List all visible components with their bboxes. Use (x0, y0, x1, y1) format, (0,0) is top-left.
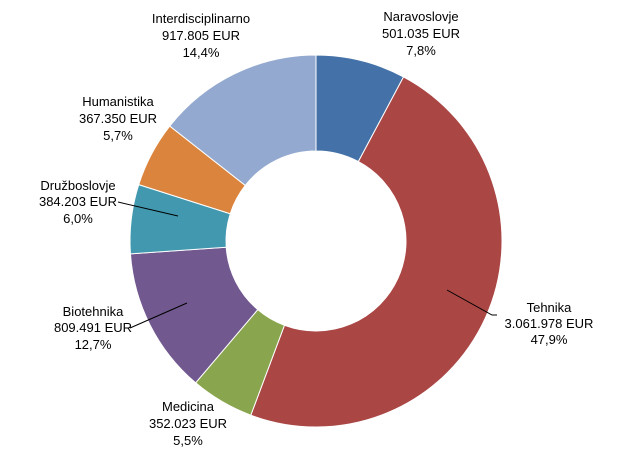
slice-label-druzboslovje: Družboslovje 384.203 EUR 6,0% (39, 178, 117, 226)
label-name: Medicina (162, 399, 215, 414)
donut-slices (129, 54, 503, 428)
slice-label-naravoslovje: Naravoslovje 501.035 EUR 7,8% (382, 9, 460, 58)
label-name: Interdisciplinarno (152, 11, 250, 26)
label-name: Humanistika (82, 94, 154, 109)
label-name: Družboslovje (40, 178, 115, 193)
slice-label-interdisciplinarno: Interdisciplinarno 917.805 EUR 14,4% (152, 11, 250, 60)
leader-line-tehnika (446, 289, 497, 316)
slice-label-biotehnika: Biotehnika 809.491 EUR 12,7% (54, 304, 132, 352)
label-name: Naravoslovje (383, 9, 458, 24)
label-amount: 501.035 EUR (382, 26, 460, 41)
label-percent: 47,9% (531, 332, 568, 347)
label-amount: 352.023 EUR (149, 416, 227, 431)
label-percent: 6,0% (63, 211, 93, 226)
label-amount: 367.350 EUR (79, 111, 157, 126)
slice-interdisciplinarno (169, 54, 317, 187)
slice-label-humanistika: Humanistika 367.350 EUR 5,7% (79, 94, 157, 143)
label-percent: 7,8% (406, 43, 436, 58)
label-percent: 5,5% (173, 433, 203, 448)
label-name: Biotehnika (63, 304, 124, 319)
label-amount: 917.805 EUR (162, 28, 240, 43)
slice-label-tehnika: Tehnika 3.061.978 EUR 47,9% (505, 300, 594, 347)
label-percent: 14,4% (183, 45, 220, 60)
label-name: Tehnika (527, 300, 573, 315)
slice-tehnika (250, 76, 503, 428)
label-percent: 12,7% (75, 337, 112, 352)
label-amount: 809.491 EUR (54, 320, 132, 335)
label-percent: 5,7% (103, 128, 133, 143)
leader-line-biotehnika (129, 302, 188, 329)
label-amount: 384.203 EUR (39, 194, 117, 209)
slice-label-medicina: Medicina 352.023 EUR 5,5% (149, 399, 227, 448)
label-amount: 3.061.978 EUR (505, 316, 594, 331)
leader-line-druzboslovje (117, 201, 179, 217)
